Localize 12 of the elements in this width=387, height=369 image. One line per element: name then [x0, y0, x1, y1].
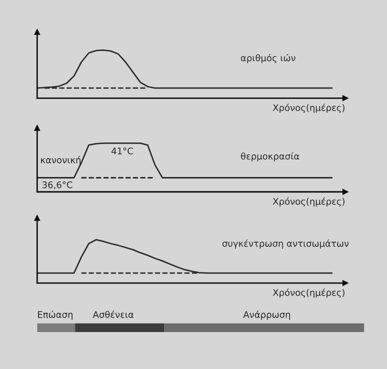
- annotation: 41°C: [112, 148, 133, 154]
- text: αριθμός ιών: [240, 54, 296, 64]
- text: συγκέντρωση αντισωμάτων: [222, 240, 349, 249]
- text: Ανάρρωση: [243, 310, 290, 320]
- x-axis-title: Χρόνος(ημέρες): [272, 197, 344, 207]
- series-label: θερμοκρασία: [240, 152, 300, 162]
- x-axis-title: Χρόνος(ημέρες): [272, 288, 344, 298]
- annotation: κανονική: [41, 156, 80, 166]
- x-axis-title: Χρόνος(ημέρες): [272, 104, 344, 113]
- text: Επώαση: [38, 310, 72, 320]
- text: Ασθένεια: [92, 310, 134, 318]
- annotation: 36,6°C: [42, 181, 72, 190]
